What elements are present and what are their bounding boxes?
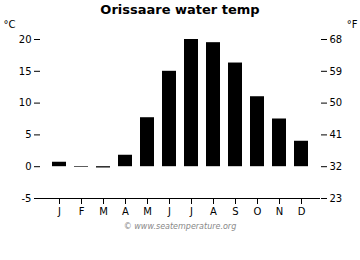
html-text:Orissaare water temp: Orissaare water temp (100, 2, 260, 17)
svg-text:M: M (99, 206, 108, 217)
svg-text:N: N (276, 206, 283, 217)
svg-text:°F: °F (347, 19, 358, 30)
svg-text:J: J (167, 206, 171, 217)
svg-text:M: M (143, 206, 152, 217)
svg-text:S: S (232, 206, 238, 217)
svg-text:68: 68 (330, 34, 343, 45)
svg-text:23: 23 (330, 193, 343, 204)
svg-text:D: D (298, 206, 306, 217)
svg-text:32: 32 (330, 161, 343, 172)
html-text:© www.seatemperature.org: © www.seatemperature.org (123, 222, 237, 231)
svg-text:-5: -5 (22, 193, 32, 204)
svg-text:J: J (189, 206, 193, 217)
svg-text:20: 20 (19, 34, 32, 45)
svg-text:10: 10 (19, 97, 32, 108)
svg-text:5: 5 (25, 129, 31, 140)
svg-text:A: A (210, 206, 217, 217)
svg-text:F: F (79, 206, 85, 217)
svg-text:50: 50 (330, 97, 343, 108)
svg-text:O: O (254, 206, 262, 217)
svg-text:41: 41 (330, 129, 343, 140)
svg-text:°C: °C (4, 19, 16, 30)
svg-text:15: 15 (19, 66, 32, 77)
svg-text:59: 59 (330, 66, 343, 77)
svg-text:A: A (122, 206, 129, 217)
svg-text:0: 0 (25, 161, 31, 172)
svg-text:J: J (57, 206, 61, 217)
